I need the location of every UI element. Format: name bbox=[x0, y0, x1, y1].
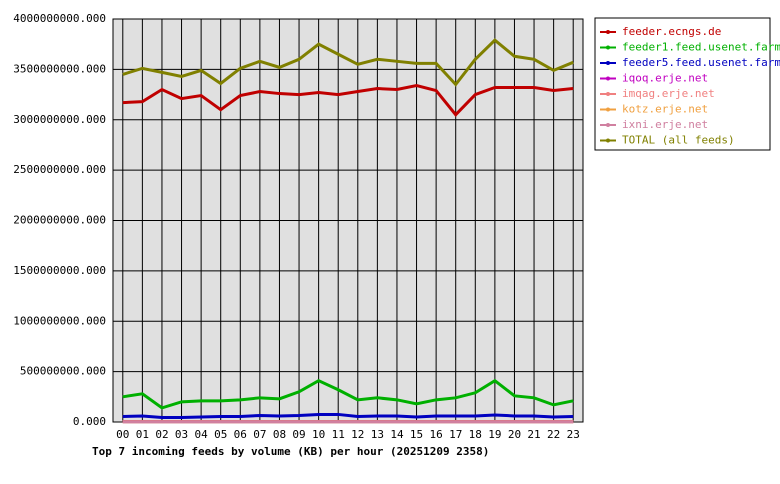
legend-label: iqoq.erje.net bbox=[622, 72, 708, 85]
legend-swatch-dot bbox=[606, 138, 610, 143]
y-tick-label: 0.000 bbox=[73, 415, 106, 428]
y-tick-label: 3000000000.000 bbox=[13, 113, 106, 126]
series-line bbox=[122, 412, 574, 419]
x-tick-label: 02 bbox=[155, 428, 168, 441]
legend-label: imqag.erje.net bbox=[622, 87, 715, 100]
series-line bbox=[122, 83, 574, 117]
y-tick-label: 500000000.000 bbox=[20, 365, 106, 378]
x-tick-label: 23 bbox=[567, 428, 580, 441]
x-tick-label: 18 bbox=[469, 428, 482, 441]
legend-swatch-dot bbox=[606, 45, 610, 50]
x-tick-label: 19 bbox=[488, 428, 501, 441]
x-tick-label: 20 bbox=[508, 428, 521, 441]
legend-swatch-dot bbox=[606, 107, 610, 112]
legend-swatch-dot bbox=[606, 92, 610, 96]
x-tick-label: 14 bbox=[390, 428, 404, 441]
x-tick-label: 15 bbox=[410, 428, 423, 441]
x-tick-label: 05 bbox=[214, 428, 227, 441]
x-tick-label: 13 bbox=[371, 428, 384, 441]
legend-label: feeder.ecngs.de bbox=[622, 25, 721, 38]
x-tick-label: 03 bbox=[175, 428, 188, 441]
legend-swatch-dot bbox=[606, 30, 610, 34]
series-line bbox=[122, 378, 574, 410]
x-tick-label: 16 bbox=[430, 428, 443, 441]
y-tick-label: 2000000000.000 bbox=[13, 214, 106, 227]
x-tick-label: 08 bbox=[273, 428, 286, 441]
legend-label: kotz.erje.net bbox=[622, 103, 708, 116]
legend-swatch-dot bbox=[606, 76, 610, 81]
x-tick-label: 06 bbox=[234, 428, 247, 441]
y-tick-label: 1500000000.000 bbox=[13, 264, 106, 277]
x-tick-label: 22 bbox=[547, 428, 560, 441]
y-tick-label: 1000000000.000 bbox=[13, 314, 106, 327]
legend-swatch-dot bbox=[606, 123, 610, 127]
x-tick-label: 11 bbox=[332, 428, 345, 441]
x-tick-label: 09 bbox=[292, 428, 305, 441]
legend-label: feeder5.feed.usenet.farm bbox=[622, 56, 780, 69]
x-tick-label: 21 bbox=[527, 428, 540, 441]
legend-label: ixni.erje.net bbox=[622, 118, 708, 131]
series-line bbox=[122, 38, 574, 87]
x-tick-label: 04 bbox=[195, 428, 209, 441]
y-tick-label: 4000000000.000 bbox=[13, 12, 106, 25]
y-tick-label: 2500000000.000 bbox=[13, 163, 106, 176]
x-tick-label: 01 bbox=[136, 428, 149, 441]
chart-title: Top 7 incoming feeds by volume (KB) per … bbox=[92, 445, 489, 458]
x-tick-label: 00 bbox=[116, 428, 129, 441]
legend-box bbox=[594, 17, 771, 151]
legend-label: feeder1.feed.usenet.farm bbox=[622, 41, 780, 54]
x-tick-label: 17 bbox=[449, 428, 462, 441]
legend-label: TOTAL (all feeds) bbox=[622, 134, 735, 147]
x-tick-label: 10 bbox=[312, 428, 325, 441]
y-tick-label: 3500000000.000 bbox=[13, 62, 106, 75]
x-tick-label: 12 bbox=[351, 428, 364, 441]
x-tick-label: 07 bbox=[253, 428, 266, 441]
legend-swatch-dot bbox=[606, 61, 610, 65]
